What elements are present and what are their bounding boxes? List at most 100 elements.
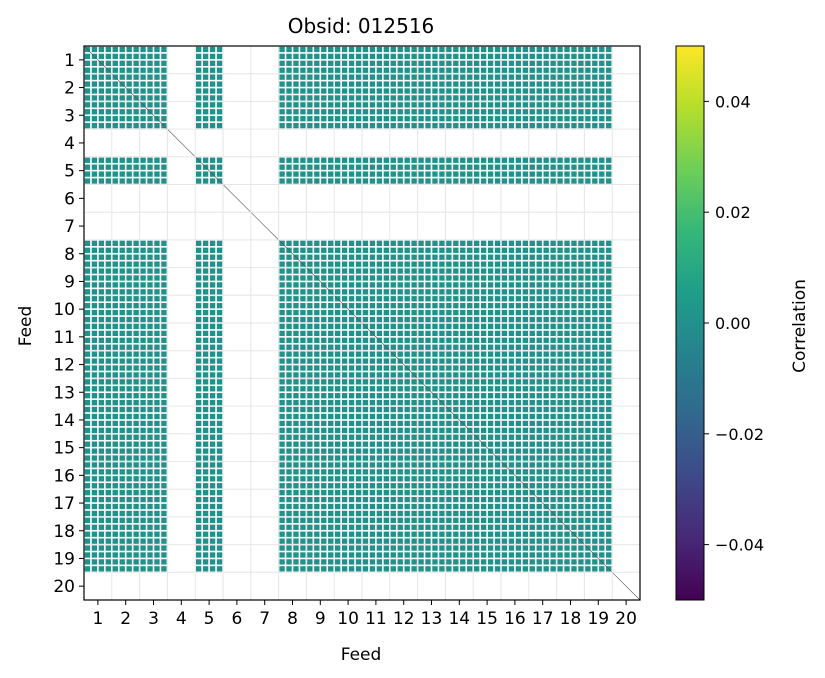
cell-segment [397, 316, 403, 323]
cell-segment [425, 330, 431, 337]
cell-segment [119, 406, 125, 413]
cell-segment [467, 46, 473, 53]
cell-segment [592, 240, 598, 247]
cell-segment [314, 434, 320, 440]
cell-segment [147, 420, 153, 427]
cell-segment [404, 171, 410, 177]
cell-segment [154, 358, 160, 364]
cell-segment [508, 74, 515, 80]
cell-segment [300, 268, 306, 274]
diagonal-line [111, 73, 140, 102]
cell-segment [501, 406, 508, 413]
cell-segment [557, 538, 563, 544]
cell-segment [585, 81, 591, 87]
cell-segment [432, 427, 438, 433]
cell-segment [321, 517, 327, 524]
cell-segment [321, 95, 327, 101]
cell-segment [487, 282, 494, 288]
cell-segment [196, 171, 202, 177]
cell-segment [321, 247, 327, 253]
cell-segment [599, 303, 605, 309]
cell-segment [209, 386, 216, 392]
cell-segment [307, 164, 313, 170]
cell-segment [501, 81, 508, 87]
heatmap-cell [557, 268, 584, 295]
cell-segment [571, 566, 577, 572]
cell-segment [328, 296, 334, 302]
cell-segment [578, 434, 584, 440]
heatmap-cell [418, 434, 445, 461]
cell-segment [460, 178, 466, 184]
cell-segment [592, 74, 598, 80]
cell-segment [341, 490, 348, 496]
cell-segment [321, 399, 327, 406]
cell-segment [314, 316, 320, 323]
cell-segment [404, 268, 410, 274]
cell-segment [307, 358, 313, 364]
cell-segment [355, 88, 362, 94]
cell-segment [369, 365, 376, 371]
cell-segment [550, 559, 556, 565]
cell-segment [397, 483, 403, 489]
cell-segment [446, 102, 452, 108]
cell-segment [98, 469, 105, 475]
cell-segment [557, 413, 563, 420]
cell-segment [202, 510, 209, 517]
cell-segment [314, 102, 320, 108]
cell-segment [348, 524, 355, 530]
cell-segment [397, 434, 403, 440]
cell-segment [216, 88, 223, 94]
heatmap-cell [474, 323, 501, 350]
cell-segment [209, 483, 216, 489]
cell-segment [487, 420, 494, 427]
cell-segment [522, 469, 528, 475]
x-tick-label: 20 [615, 609, 637, 629]
cell-segment [341, 60, 348, 66]
cell-segment [154, 434, 160, 440]
cell-segment [487, 413, 494, 420]
heatmap-cell [557, 323, 584, 350]
cell-segment [376, 268, 383, 274]
cell-segment [140, 510, 146, 517]
cell-segment [460, 344, 466, 350]
cell-segment [84, 109, 91, 115]
cell-segment [84, 88, 91, 94]
cell-segment [286, 476, 292, 482]
cell-segment [474, 476, 480, 482]
cell-segment [328, 503, 334, 510]
cell-segment [369, 171, 376, 177]
cell-segment [209, 566, 216, 572]
cell-segment [300, 74, 306, 80]
cell-segment [564, 275, 570, 281]
cell-segment [154, 552, 160, 558]
cell-segment [140, 254, 146, 260]
cell-segment [432, 330, 438, 337]
cell-segment [341, 434, 348, 440]
cell-segment [307, 157, 313, 163]
cell-segment [599, 566, 605, 572]
cell-segment [418, 399, 424, 406]
cell-segment [369, 462, 376, 468]
cell-segment [209, 316, 216, 323]
cell-segment [487, 303, 494, 309]
cell-segment [432, 323, 438, 330]
cell-segment [362, 164, 369, 170]
cell-segment [453, 538, 459, 544]
cell-segment [314, 531, 320, 537]
cell-segment [279, 157, 285, 163]
cell-segment [508, 309, 515, 316]
cell-segment [84, 337, 91, 343]
cell-segment [140, 122, 146, 129]
cell-segment [321, 552, 327, 558]
cell-segment [501, 365, 508, 371]
cell-segment [453, 351, 459, 357]
cell-segment [592, 268, 598, 274]
cell-segment [397, 157, 403, 163]
cell-segment [98, 309, 105, 316]
cell-segment [578, 102, 584, 108]
heatmap-cell [418, 296, 445, 323]
cell-segment [293, 247, 299, 253]
cell-segment [376, 399, 383, 406]
cell-segment [599, 74, 605, 80]
cell-segment [474, 559, 480, 565]
